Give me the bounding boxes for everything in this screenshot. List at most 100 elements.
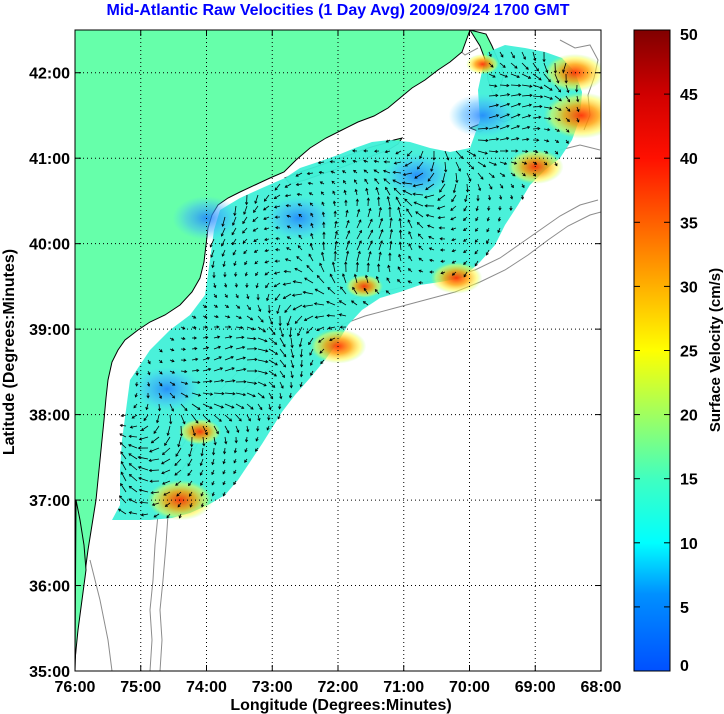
current-vector (141, 425, 149, 431)
current-vector (223, 458, 226, 464)
vector-head (562, 69, 566, 73)
current-vector (334, 241, 337, 251)
vector-head (265, 285, 269, 289)
current-vector (437, 205, 446, 210)
vector-head (283, 364, 287, 368)
current-vector (326, 301, 336, 306)
vector-head (346, 219, 350, 224)
vector-head (241, 335, 245, 340)
vector-head (463, 238, 467, 242)
vector-head (487, 207, 491, 211)
colorbar-tick-label: 30 (680, 279, 698, 296)
current-vector (202, 336, 208, 339)
current-vector (233, 260, 237, 266)
vector-head (243, 211, 247, 215)
vector-head (148, 468, 152, 473)
current-vector (499, 125, 510, 130)
current-vector (274, 205, 281, 208)
vector-head (396, 279, 401, 283)
current-vector (345, 230, 350, 240)
vector-head (184, 407, 188, 412)
current-vector (477, 183, 481, 191)
current-vector (177, 436, 182, 447)
vector-head (474, 263, 478, 267)
current-vector (213, 356, 222, 361)
vector-head (138, 476, 142, 481)
calm-zone (264, 196, 333, 241)
vector-head (217, 335, 221, 339)
vector-head (343, 189, 347, 193)
vector-head (354, 188, 358, 192)
current-vector (300, 370, 303, 377)
vector-head (135, 372, 139, 376)
vector-head (491, 174, 495, 178)
x-tick-label: 71:00 (383, 679, 424, 696)
vector-head (234, 284, 238, 288)
current-vector (488, 161, 497, 166)
current-vector (246, 315, 253, 321)
vector-head (418, 281, 422, 285)
current-vector (151, 436, 160, 444)
vector-head (375, 186, 379, 191)
current-vector (268, 337, 277, 345)
vector-head (308, 342, 312, 346)
current-vector (189, 491, 193, 497)
current-vector (268, 359, 278, 366)
current-vector (486, 249, 490, 256)
vector-head (243, 380, 247, 384)
current-vector (455, 150, 463, 159)
current-vector (158, 392, 162, 399)
vector-head (166, 432, 170, 437)
vector-head (404, 198, 408, 202)
vector-head (190, 444, 194, 448)
vector-head (273, 271, 278, 275)
vector-head (250, 406, 254, 410)
current-vector (451, 227, 457, 230)
vector-head (378, 251, 382, 255)
vector-head (383, 178, 387, 182)
current-vector (543, 73, 551, 82)
current-vector (149, 447, 160, 453)
colorbar-tick-label: 10 (680, 536, 698, 553)
vector-head (363, 149, 367, 153)
current-vector (466, 161, 474, 170)
vector-head (538, 77, 542, 81)
vector-head (119, 433, 123, 437)
current-vector (383, 170, 391, 174)
current-vector (232, 249, 237, 256)
vector-head (406, 208, 410, 212)
current-vector (399, 230, 402, 240)
current-vector (389, 218, 392, 229)
calm-zone (382, 153, 451, 198)
vector-head (182, 347, 186, 351)
current-vector (321, 252, 325, 262)
vector-head (503, 161, 508, 165)
vector-head (393, 161, 397, 165)
vector-head (213, 442, 217, 446)
vector-head (369, 240, 373, 244)
current-vector (488, 94, 498, 97)
current-vector (398, 254, 402, 262)
current-vector (231, 227, 237, 235)
current-vector (543, 117, 551, 120)
current-vector (310, 359, 314, 366)
current-vector (386, 290, 391, 295)
current-vector (294, 315, 303, 324)
vector-head (567, 99, 571, 103)
current-vector (404, 198, 413, 207)
vector-head (286, 236, 290, 240)
current-vector (128, 444, 138, 449)
vector-head (264, 260, 268, 264)
x-tick-label: 72:00 (318, 679, 359, 696)
current-vector (120, 472, 127, 482)
current-vectors (117, 51, 580, 519)
vector-head (310, 212, 314, 216)
vector-head (306, 330, 310, 334)
current-vector (129, 511, 138, 515)
vector-head (388, 206, 392, 210)
current-vector (201, 447, 204, 456)
current-vector (133, 403, 138, 409)
current-vector (408, 268, 413, 273)
vector-head (353, 169, 357, 173)
vector-head (236, 429, 240, 434)
